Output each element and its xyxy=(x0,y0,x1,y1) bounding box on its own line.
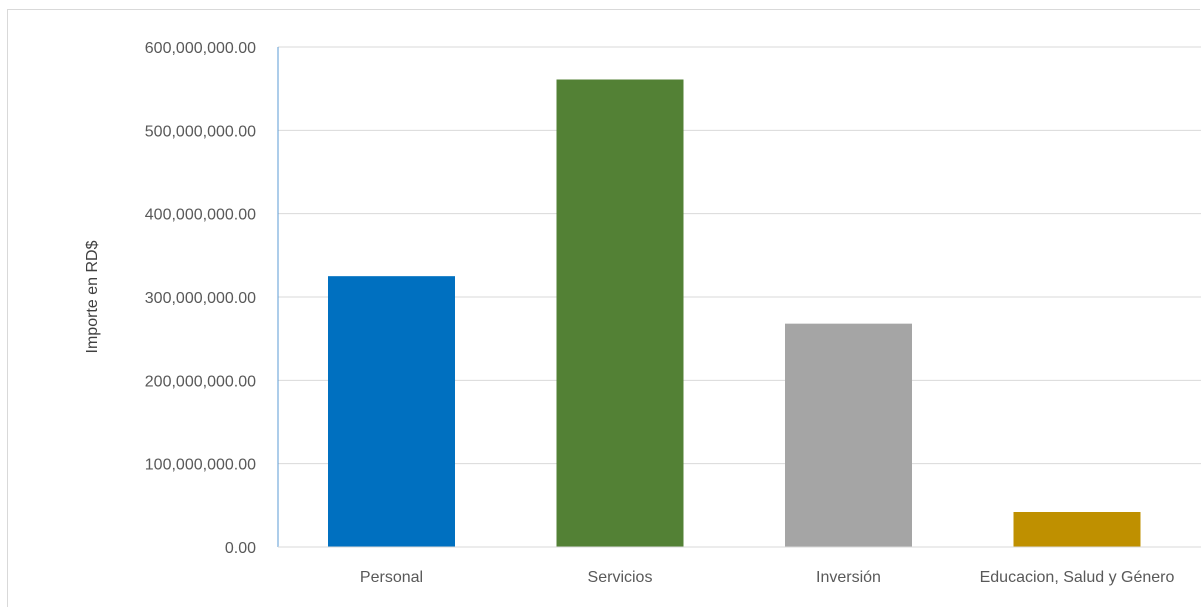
y-tick-label: 200,000,000.00 xyxy=(145,373,256,390)
x-tick-label: Personal xyxy=(360,569,423,586)
bar-educacion-salud-y-g-nero xyxy=(1013,512,1141,547)
x-tick-label: Educacion, Salud y Género xyxy=(980,569,1175,586)
y-axis-title: Importe en RD$ xyxy=(84,240,101,353)
bar-servicios xyxy=(556,79,684,547)
y-tick-labels: 0.00 100,000,000.00 200,000,000.00 300,000,… xyxy=(145,40,256,557)
bar-personal xyxy=(328,276,455,547)
y-tick-label: 600,000,000.00 xyxy=(145,40,256,57)
x-tick-labels: Personal Servicios Inversión Educacion, Sal… xyxy=(360,569,1175,586)
gridlines xyxy=(278,46,1201,465)
y-tick-label: 0.00 xyxy=(225,540,256,557)
bars xyxy=(328,79,1141,547)
y-tick-label: 400,000,000.00 xyxy=(145,207,256,224)
bar-inversi-n xyxy=(785,323,912,547)
chart-frame xyxy=(7,9,1200,607)
x-tick-label: Servicios xyxy=(588,569,653,586)
y-tick-label: 300,000,000.00 xyxy=(145,290,256,307)
y-tick-label: 500,000,000.00 xyxy=(145,123,256,140)
y-tick-label: 100,000,000.00 xyxy=(145,457,256,474)
x-tick-label: Inversión xyxy=(816,569,881,586)
